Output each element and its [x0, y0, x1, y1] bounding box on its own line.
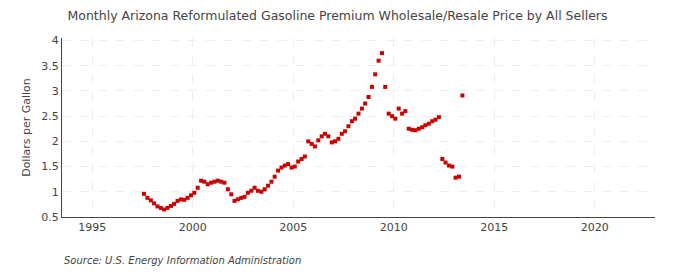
- svg-text:3: 3: [52, 85, 59, 98]
- svg-text:Dollars per Gallon: Dollars per Gallon: [20, 78, 33, 177]
- svg-text:3.5: 3.5: [41, 60, 59, 73]
- svg-text:2015: 2015: [480, 221, 508, 234]
- svg-text:Source: U.S. Energy Informatio: Source: U.S. Energy Information Administ…: [64, 255, 301, 266]
- svg-text:2: 2: [52, 135, 59, 148]
- svg-text:4: 4: [52, 34, 59, 47]
- svg-text:2010: 2010: [380, 221, 408, 234]
- svg-text:0.5: 0.5: [41, 211, 59, 224]
- svg-text:1995: 1995: [78, 221, 106, 234]
- svg-text:2005: 2005: [279, 221, 307, 234]
- svg-text:2020: 2020: [581, 221, 609, 234]
- svg-text:1.5: 1.5: [41, 160, 59, 173]
- svg-text:2.5: 2.5: [41, 110, 59, 123]
- svg-text:2000: 2000: [179, 221, 207, 234]
- svg-text:Monthly Arizona Reformulated G: Monthly Arizona Reformulated Gasoline Pr…: [67, 8, 607, 23]
- svg-text:1: 1: [52, 186, 59, 199]
